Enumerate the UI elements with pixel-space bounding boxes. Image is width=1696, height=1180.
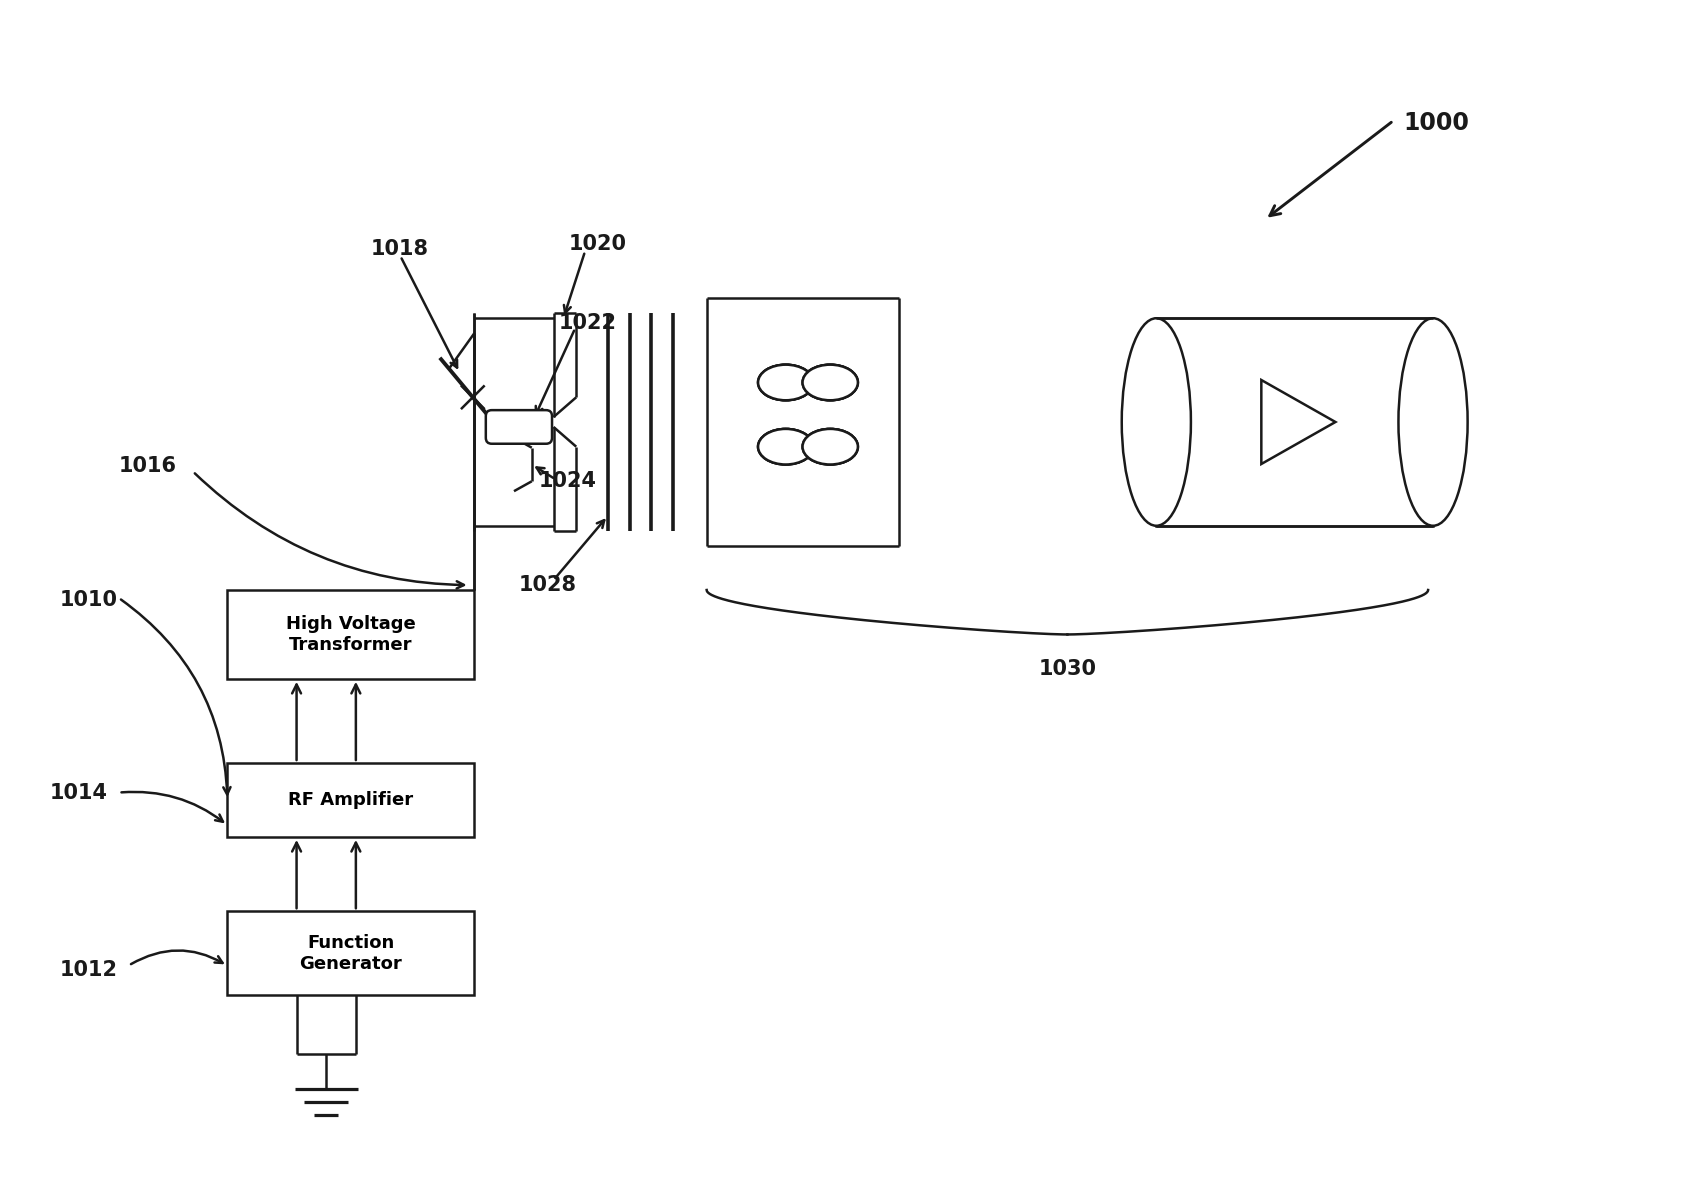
Text: 1016: 1016 bbox=[119, 457, 176, 477]
Text: 1030: 1030 bbox=[1038, 660, 1096, 680]
Bar bbox=[227, 911, 475, 995]
Bar bbox=[227, 763, 475, 837]
Text: High Voltage
Transformer: High Voltage Transformer bbox=[287, 615, 416, 654]
FancyBboxPatch shape bbox=[485, 411, 551, 444]
Ellipse shape bbox=[1121, 319, 1191, 526]
Text: 1020: 1020 bbox=[568, 234, 626, 254]
Ellipse shape bbox=[802, 428, 858, 465]
Text: 1022: 1022 bbox=[558, 313, 616, 333]
Bar bbox=[1157, 319, 1433, 526]
Text: 1010: 1010 bbox=[59, 590, 117, 610]
Ellipse shape bbox=[802, 365, 858, 400]
Text: Function
Generator: Function Generator bbox=[300, 933, 402, 972]
Text: 1000: 1000 bbox=[1403, 111, 1469, 135]
Ellipse shape bbox=[758, 428, 814, 465]
Ellipse shape bbox=[802, 428, 858, 465]
Ellipse shape bbox=[1399, 319, 1467, 526]
Ellipse shape bbox=[758, 365, 814, 400]
Ellipse shape bbox=[758, 428, 814, 465]
Ellipse shape bbox=[758, 365, 814, 400]
Text: 1028: 1028 bbox=[519, 575, 577, 595]
Ellipse shape bbox=[802, 428, 858, 465]
Text: 1018: 1018 bbox=[371, 240, 429, 260]
Ellipse shape bbox=[758, 365, 814, 400]
Text: 1012: 1012 bbox=[59, 961, 117, 981]
Text: RF Amplifier: RF Amplifier bbox=[288, 791, 414, 809]
Ellipse shape bbox=[802, 365, 858, 400]
Ellipse shape bbox=[758, 428, 814, 465]
Polygon shape bbox=[1262, 380, 1335, 464]
Text: 1024: 1024 bbox=[539, 471, 597, 491]
Text: 1014: 1014 bbox=[49, 782, 107, 802]
Bar bbox=[227, 590, 475, 678]
Ellipse shape bbox=[802, 365, 858, 400]
